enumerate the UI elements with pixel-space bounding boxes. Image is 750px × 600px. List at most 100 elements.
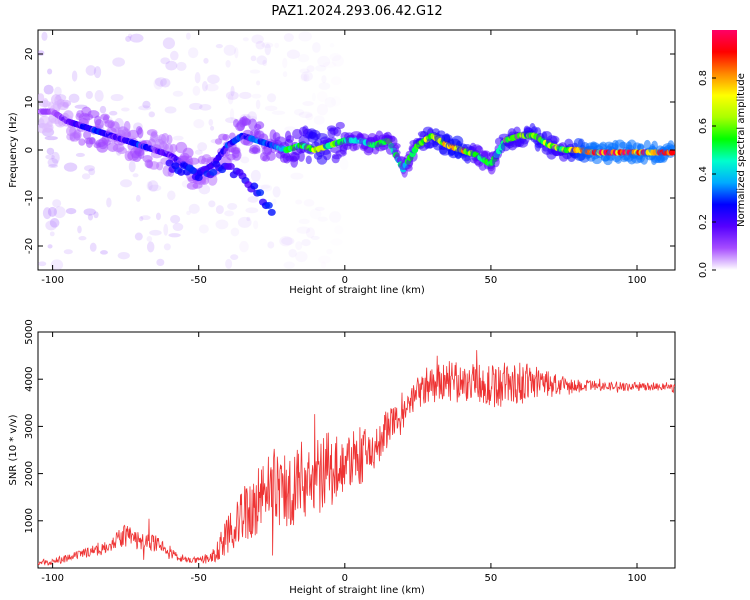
heatmap-noise-cell bbox=[301, 238, 311, 247]
heatmap-noise-cell bbox=[139, 216, 144, 222]
heatmap-noise-cell bbox=[225, 91, 239, 100]
top-x-axis-label: Height of straight line (km) bbox=[289, 285, 425, 296]
heatmap-noise-cell bbox=[303, 73, 310, 83]
heatmap-noise-cell bbox=[148, 184, 162, 192]
heatmap-branch-cell bbox=[264, 201, 273, 209]
heatmap-noise-cell bbox=[125, 35, 132, 42]
heatmap-noise-cell bbox=[295, 251, 308, 263]
y-tick-label: 1000 bbox=[24, 508, 35, 533]
heatmap-noise-cell bbox=[49, 218, 60, 228]
heatmap-halo-cell bbox=[232, 149, 242, 161]
heatmap-noise-cell bbox=[290, 172, 304, 180]
heatmap-halo-cell bbox=[389, 135, 396, 143]
heatmap-noise-cell bbox=[300, 73, 308, 82]
heatmap-noise-cell bbox=[207, 74, 220, 84]
heatmap-noise-cell bbox=[168, 233, 181, 238]
heatmap-halo-cell bbox=[214, 138, 223, 145]
heatmap-noise-cell bbox=[306, 65, 315, 73]
heatmap-noise-cell bbox=[146, 181, 153, 191]
heatmap-noise-cell bbox=[199, 104, 212, 111]
heatmap-noise-cell bbox=[186, 32, 191, 40]
chart-title: PAZ1.2024.293.06.42.G12 bbox=[271, 4, 442, 19]
heatmap-branch-cell bbox=[250, 182, 259, 190]
heatmap-noise-cell bbox=[286, 49, 300, 60]
top-x-axis: -100 -50 0 50 100 bbox=[41, 30, 647, 286]
y-tick-label: -20 bbox=[24, 238, 35, 254]
heatmap-noise-cell bbox=[163, 223, 169, 236]
y-tick-label: 0 bbox=[24, 147, 35, 153]
heatmap-noise-cell bbox=[329, 53, 341, 61]
heatmap-halo-cell bbox=[83, 130, 92, 140]
x-tick-label: 50 bbox=[485, 275, 498, 286]
heatmap-branch-cell bbox=[194, 174, 203, 182]
heatmap-noise-cell bbox=[271, 110, 286, 115]
heatmap-noise-cell bbox=[281, 237, 295, 246]
heatmap-noise-cell bbox=[155, 212, 161, 221]
heatmap-halo-cell bbox=[352, 143, 360, 151]
heatmap-halo-cell bbox=[88, 136, 96, 145]
snr-marks bbox=[38, 350, 675, 566]
heatmap-noise-cell bbox=[38, 50, 45, 56]
heatmap-noise-cell bbox=[193, 118, 205, 129]
heatmap-noise-cell bbox=[135, 194, 141, 202]
y-tick-label: 4000 bbox=[24, 366, 35, 391]
heatmap-halo-cell bbox=[188, 157, 200, 165]
heatmap-noise-cell bbox=[225, 258, 233, 269]
heatmap-noise-cell bbox=[255, 40, 265, 50]
heatmap-noise-cell bbox=[298, 31, 312, 42]
heatmap-noise-cell bbox=[242, 37, 249, 42]
heatmap-noise-cell bbox=[112, 57, 125, 67]
heatmap-noise-cell bbox=[160, 78, 171, 88]
heatmap-halo-cell bbox=[169, 143, 178, 153]
heatmap-branch-cell bbox=[267, 208, 276, 216]
heatmap-halo-cell bbox=[150, 131, 159, 142]
heatmap-noise-cell bbox=[255, 99, 261, 110]
heatmap-branch-cell bbox=[226, 162, 235, 170]
heatmap-noise-cell bbox=[129, 33, 144, 43]
heatmap-noise-cell bbox=[128, 160, 136, 173]
heatmap-ridge-cell bbox=[668, 149, 675, 156]
heatmap-noise-cell bbox=[99, 105, 107, 114]
heatmap-noise-cell bbox=[41, 31, 48, 41]
heatmap-noise-cell bbox=[52, 199, 62, 208]
heatmap-noise-cell bbox=[44, 136, 58, 141]
heatmap-noise-cell bbox=[272, 186, 281, 198]
heatmap-noise-cell bbox=[299, 68, 310, 74]
heatmap-noise-cell bbox=[272, 198, 277, 205]
heatmap-halo-cell bbox=[222, 133, 230, 141]
heatmap-halo-cell bbox=[255, 121, 265, 130]
heatmap-noise-cell bbox=[87, 213, 94, 221]
heatmap-noise-cell bbox=[210, 125, 215, 131]
heatmap-noise-cell bbox=[293, 108, 305, 116]
heatmap-noise-cell bbox=[318, 256, 331, 264]
heatmap-noise-cell bbox=[267, 93, 277, 103]
heatmap-noise-cell bbox=[302, 101, 314, 106]
heatmap-noise-cell bbox=[106, 197, 112, 208]
heatmap-noise-cell bbox=[284, 126, 296, 132]
heatmap-halo-cell bbox=[182, 147, 194, 159]
heatmap-noise-cell bbox=[49, 231, 55, 237]
heatmap-noise-cell bbox=[321, 75, 327, 84]
heatmap-noise-cell bbox=[215, 43, 223, 49]
heatmap-halo-cell bbox=[335, 149, 347, 157]
heatmap-noise-cell bbox=[172, 90, 184, 97]
x-tick-label: -50 bbox=[191, 573, 207, 584]
heatmap-noise-cell bbox=[148, 111, 156, 118]
heatmap-halo-cell bbox=[166, 134, 173, 145]
heatmap-noise-cell bbox=[247, 196, 259, 203]
heatmap-noise-cell bbox=[239, 91, 252, 100]
heatmap-halo-cell bbox=[42, 98, 49, 108]
heatmap-noise-cell bbox=[198, 224, 209, 234]
heatmap-noise-cell bbox=[225, 59, 231, 68]
heatmap-noise-cell bbox=[132, 173, 139, 178]
heatmap-noise-cell bbox=[310, 209, 322, 220]
heatmap-halo-cell bbox=[322, 149, 332, 161]
heatmap-noise-cell bbox=[47, 206, 57, 217]
colorbar-tick-label: 0.2 bbox=[698, 214, 709, 230]
heatmap-noise-cell bbox=[230, 254, 239, 260]
heatmap-halo-cell bbox=[73, 129, 82, 141]
heatmap-branch-cell bbox=[177, 168, 186, 176]
heatmap-noise-cell bbox=[197, 142, 208, 152]
heatmap-halo-cell bbox=[251, 146, 259, 154]
heatmap-noise-cell bbox=[251, 34, 264, 44]
